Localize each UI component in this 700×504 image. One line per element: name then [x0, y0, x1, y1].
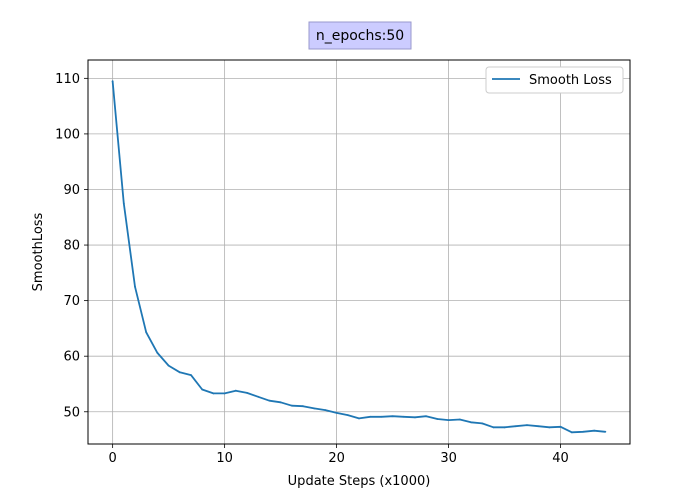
- data-point: [190, 374, 192, 376]
- x-tick-label: 20: [328, 451, 345, 466]
- data-point: [380, 415, 383, 418]
- y-tick-label: 100: [55, 127, 80, 142]
- data-point: [111, 80, 114, 83]
- x-axis-label: Update Steps (x1000): [288, 474, 431, 489]
- x-tick-label: 40: [552, 451, 569, 466]
- data-point: [570, 431, 573, 434]
- data-point: [492, 426, 495, 429]
- x-tick-label: 10: [216, 451, 233, 466]
- data-point: [458, 418, 461, 421]
- data-point: [246, 391, 248, 394]
- y-tick-label: 50: [63, 405, 80, 420]
- data-point: [604, 430, 607, 433]
- data-point: [548, 426, 551, 429]
- data-point: [402, 415, 405, 418]
- data-point: [122, 202, 125, 205]
- data-point: [324, 409, 327, 412]
- data-point: [414, 416, 416, 419]
- data-point: [503, 426, 506, 429]
- y-tick-label: 80: [63, 239, 80, 254]
- data-point: [358, 417, 360, 420]
- plot-area: [111, 80, 607, 434]
- legend: Smooth Loss: [485, 66, 624, 94]
- data-point: [302, 405, 304, 408]
- data-point: [537, 425, 540, 428]
- data-point: [481, 422, 484, 425]
- chart-title-box: n_epochs:50: [308, 21, 412, 50]
- data-point: [134, 285, 136, 288]
- data-point: [167, 364, 170, 367]
- data-point: [346, 414, 349, 417]
- grid: [88, 60, 630, 444]
- legend-box: [485, 66, 624, 94]
- data-point: [447, 419, 450, 422]
- data-point: [201, 388, 204, 391]
- data-point: [335, 411, 338, 414]
- data-point: [234, 389, 237, 392]
- data-point: [178, 371, 181, 374]
- y-tick-label: 110: [55, 72, 80, 87]
- data-point: [290, 404, 293, 407]
- data-point: [212, 392, 215, 395]
- y-tick-label: 90: [63, 183, 80, 198]
- data-point: [279, 401, 282, 404]
- title-box: [308, 21, 412, 50]
- data-point: [526, 424, 528, 427]
- data-point: [156, 351, 159, 354]
- data-point: [145, 331, 148, 334]
- x-tick-label: 0: [108, 451, 116, 466]
- axis-ticks: 0 10 20 30 40 50 60 70 80 90 100 110: [55, 72, 569, 466]
- x-tick-label: 30: [440, 451, 457, 466]
- data-point: [223, 392, 226, 395]
- data-point: [268, 399, 271, 402]
- data-point: [559, 425, 562, 428]
- data-point: [425, 415, 428, 418]
- y-tick-label: 70: [63, 294, 80, 309]
- data-point: [257, 395, 260, 398]
- data-point: [369, 415, 372, 418]
- data-point: [593, 429, 596, 432]
- data-point: [313, 407, 316, 410]
- data-point: [391, 415, 394, 418]
- y-axis-label: SmoothLoss: [31, 212, 46, 291]
- data-point: [436, 418, 439, 420]
- data-point: [514, 425, 517, 428]
- y-tick-label: 60: [63, 350, 80, 365]
- data-point: [582, 430, 584, 433]
- axes-frame: [87, 59, 631, 445]
- chart-title: n_epochs:50: [316, 28, 404, 44]
- legend-label: Smooth Loss: [529, 73, 612, 88]
- data-point: [470, 421, 472, 424]
